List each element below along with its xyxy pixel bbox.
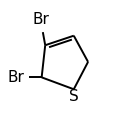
Text: Br: Br bbox=[7, 70, 24, 85]
Text: Br: Br bbox=[32, 12, 49, 27]
Text: S: S bbox=[69, 89, 79, 104]
